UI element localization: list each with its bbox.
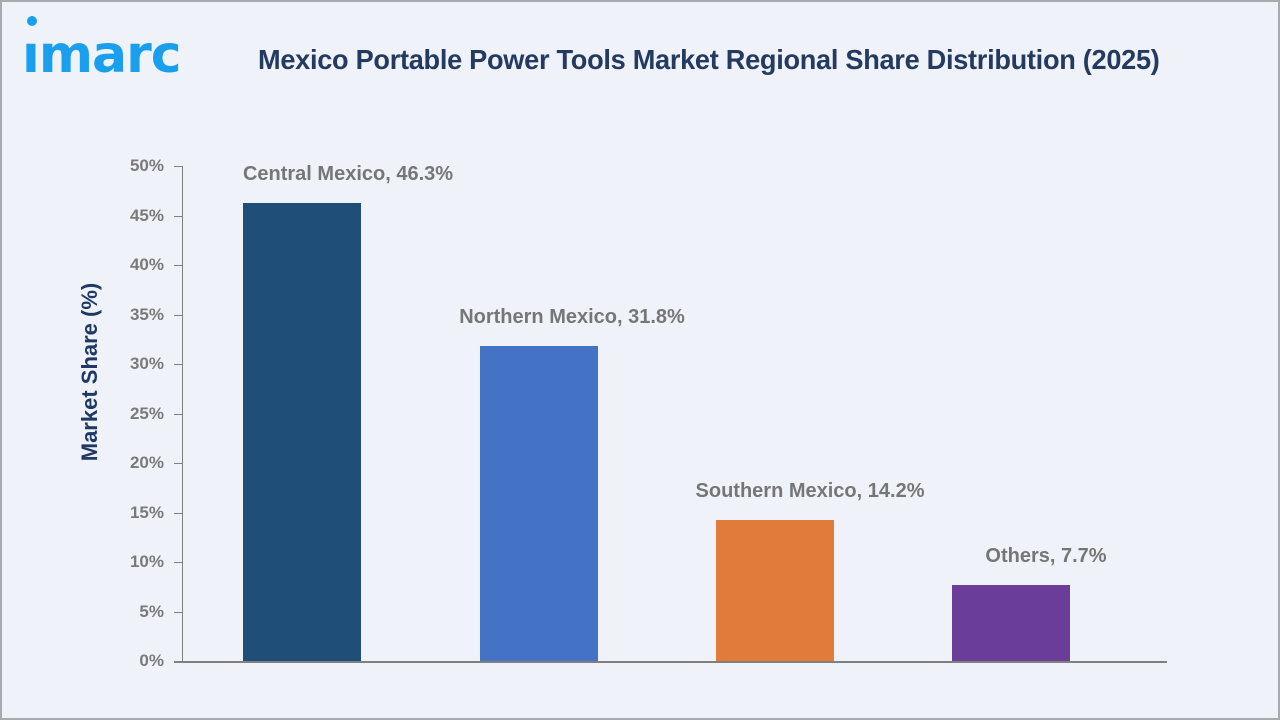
y-tick-mark — [174, 265, 182, 266]
y-tick-mark — [174, 413, 182, 415]
y-tick-label: 35% — [129, 304, 164, 324]
y-tick-mark — [174, 611, 182, 613]
y-tick-label: 10% — [129, 552, 164, 571]
bar-data-label: Others, 7.7% — [985, 544, 1107, 567]
y-tick-mark — [174, 166, 182, 167]
y-tick-label: 30% — [129, 354, 164, 373]
y-axis-title: Market Share (%) — [77, 282, 102, 462]
chart-title: Mexico Portable Power Tools Market Regio… — [258, 44, 1160, 75]
bar-others — [952, 584, 1070, 661]
y-tick-label: 15% — [129, 502, 164, 522]
y-tick-label: 0% — [139, 651, 164, 670]
y-tick-mark — [174, 562, 182, 563]
y-tick-mark — [174, 364, 182, 365]
bar-data-label: Northern Mexico, 31.8% — [459, 306, 685, 329]
imarc-logo: ımarc — [22, 16, 182, 82]
bar-northern-mexico — [480, 346, 598, 661]
y-tick-label: 40% — [129, 255, 164, 274]
y-tick-label: 45% — [129, 205, 164, 225]
bar-central-mexico — [243, 202, 361, 661]
y-tick-label: 20% — [129, 453, 164, 472]
y-axis-line — [182, 166, 183, 661]
y-tick-mark — [174, 661, 182, 662]
y-tick-label: 5% — [139, 601, 164, 621]
x-axis-line — [174, 661, 1167, 663]
y-tick-label: 25% — [129, 403, 164, 423]
y-tick-label: 50% — [129, 156, 164, 175]
y-tick-mark — [174, 512, 182, 514]
bar-southern-mexico — [716, 520, 834, 661]
svg-text:ımarc: ımarc — [22, 25, 181, 82]
y-tick-mark — [174, 463, 182, 464]
y-tick-mark — [174, 215, 182, 217]
bar-data-label: Southern Mexico, 14.2% — [695, 480, 925, 503]
bar-data-label: Central Mexico, 46.3% — [242, 162, 454, 185]
y-tick-mark — [174, 314, 182, 316]
